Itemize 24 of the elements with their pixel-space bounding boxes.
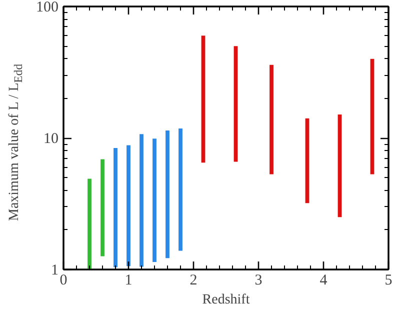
- bar: [370, 58, 374, 174]
- y-tick-label: 1: [51, 262, 58, 278]
- bar: [201, 36, 206, 163]
- x-tick-label: 4: [320, 272, 328, 288]
- bar: [88, 178, 92, 270]
- bar: [178, 128, 182, 251]
- bar: [126, 145, 130, 266]
- y-tick-label: 100: [36, 0, 58, 16]
- y-tick-label: 10: [44, 131, 58, 147]
- x-tick-label: 5: [384, 272, 392, 288]
- x-tick-label: 2: [190, 272, 198, 288]
- x-tick-label: 1: [124, 272, 132, 288]
- bar: [100, 159, 104, 256]
- bar: [234, 46, 238, 162]
- bar: [140, 134, 144, 267]
- x-tick-label: 0: [60, 272, 68, 288]
- bar: [338, 114, 342, 218]
- bar: [305, 118, 310, 204]
- bar: [114, 148, 118, 268]
- bar: [152, 138, 156, 262]
- x-tick-label: 3: [254, 272, 262, 288]
- bar: [270, 64, 274, 174]
- x-axis-title: Redshift: [202, 292, 250, 308]
- bar: [166, 130, 170, 258]
